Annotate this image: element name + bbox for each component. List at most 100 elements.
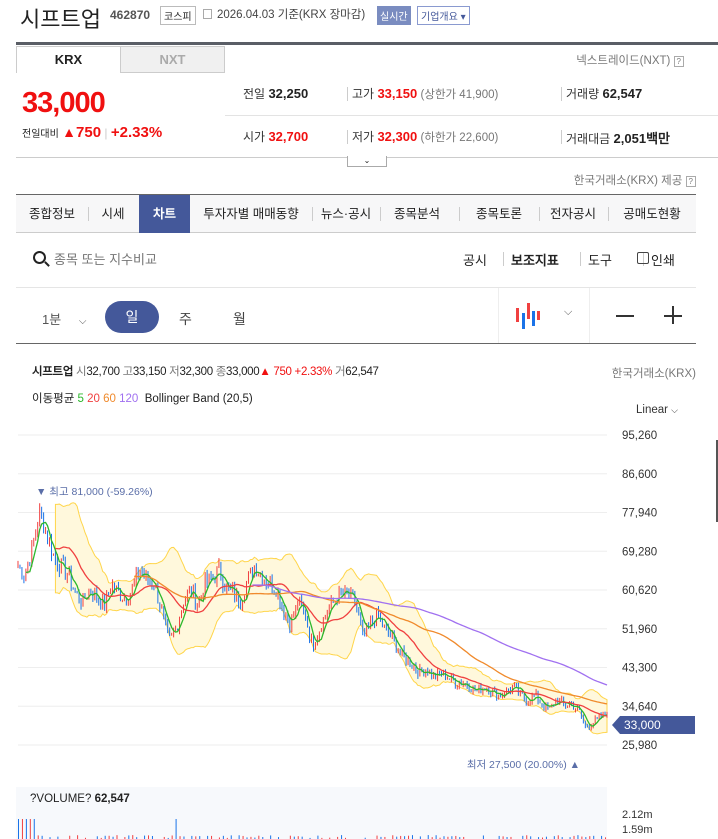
stat-label: 거래대금 xyxy=(566,132,611,146)
open-label: 시 xyxy=(76,366,87,378)
nav-separator xyxy=(380,207,381,221)
high-value: 33,150 xyxy=(132,366,167,378)
stat-divider xyxy=(561,130,562,144)
volume-bar xyxy=(144,835,146,839)
volume-bar xyxy=(289,835,291,839)
stat-divider xyxy=(561,87,562,101)
search-icon-handle xyxy=(44,261,50,267)
volume-bar xyxy=(250,836,252,839)
stat-2: 거래량 62,547 xyxy=(566,85,642,102)
nav-tab-0[interactable]: 종합정보 xyxy=(28,207,75,221)
nav-tab-4[interactable]: 뉴스·공시 xyxy=(320,207,372,221)
volume-bar xyxy=(384,836,386,839)
volume-bar xyxy=(148,835,150,839)
ma-60[interactable]: 60 xyxy=(103,393,116,405)
calendar-icon xyxy=(203,9,212,19)
tool-3[interactable]: 인쇄 xyxy=(651,253,675,268)
volume-bar xyxy=(573,835,575,839)
stock-name: 시프트업 xyxy=(20,7,101,32)
up-triangle-icon: ▲ xyxy=(62,124,77,140)
realtime-button[interactable]: 실시간 xyxy=(377,6,411,25)
period-week-button[interactable]: 주 xyxy=(179,311,192,327)
volume-bar xyxy=(364,837,366,839)
search-icon[interactable] xyxy=(33,251,46,264)
stat-label: 전일 xyxy=(243,87,266,101)
volume-bar xyxy=(585,837,587,839)
volume-bar xyxy=(33,819,35,839)
nav-tab-2[interactable]: 차트 xyxy=(139,195,190,233)
volume-bar xyxy=(222,835,224,839)
ma-label: 이동평균 xyxy=(32,393,75,405)
help-icon[interactable]: ? xyxy=(673,56,684,67)
volume-title: ?VOLUME? xyxy=(30,793,92,805)
nav-tab-6[interactable]: 종목토론 xyxy=(475,207,522,221)
candlestick-type-icon[interactable] xyxy=(516,303,540,329)
tab-nxt[interactable]: NXT xyxy=(120,46,225,73)
nxt-link[interactable]: 넥스트레이드(NXT) ? xyxy=(576,52,684,68)
stat-value: 32,250 xyxy=(268,86,309,101)
volume-bar xyxy=(151,835,153,839)
scrollbar[interactable] xyxy=(716,440,718,522)
volume-label: 거 xyxy=(334,366,346,378)
volume-bar xyxy=(341,835,343,839)
chevron-down-icon: ⌵ xyxy=(671,405,678,415)
ma-line-5 xyxy=(25,521,608,727)
nav-separator xyxy=(459,207,460,221)
tool-2[interactable]: 도구 xyxy=(588,253,612,268)
last-price-badge: 33,000 xyxy=(612,716,695,734)
help-icon[interactable]: ? xyxy=(685,176,696,187)
volume-bars xyxy=(18,819,607,839)
tool-1[interactable]: 보조지표 xyxy=(511,253,559,268)
stat-label: 저가 xyxy=(352,130,375,144)
company-info-dropdown[interactable]: 기업개요 ▾ xyxy=(417,6,470,25)
ma-5[interactable]: 5 xyxy=(77,393,84,405)
print-icon[interactable] xyxy=(637,252,649,264)
bollinger-label[interactable]: Bollinger Band (20,5) xyxy=(144,393,253,405)
stat-divider xyxy=(347,87,348,101)
nav-tab-7[interactable]: 전자공시 xyxy=(549,207,596,221)
period-month-button[interactable]: 월 xyxy=(233,311,246,327)
nav-tab-8[interactable]: 공매도현황 xyxy=(623,207,681,221)
open-value: 32,700 xyxy=(86,366,120,378)
chart-type-chevron-icon[interactable]: ⌵ xyxy=(564,306,573,318)
expand-button[interactable]: ⌄ xyxy=(347,156,387,167)
stat-label: 거래량 xyxy=(566,87,600,101)
stats-divider xyxy=(225,115,718,116)
stat-sub: (상한가 41,900) xyxy=(420,89,499,101)
volume-bar xyxy=(530,836,532,839)
volume-bar xyxy=(112,836,114,839)
tab-krx[interactable]: KRX xyxy=(16,46,121,73)
volume-bar xyxy=(569,837,571,839)
minute-dropdown[interactable]: 1분 ⌵ xyxy=(42,309,86,328)
volume-bar xyxy=(601,835,603,839)
volume-bar xyxy=(163,836,165,839)
ma-120[interactable]: 120 xyxy=(119,393,139,405)
low-label: 저 xyxy=(169,366,180,378)
close-value: 33,000 xyxy=(226,366,260,378)
tool-0[interactable]: 공시 xyxy=(463,253,487,268)
header-divider xyxy=(16,42,718,45)
ma-20[interactable]: 20 xyxy=(87,393,100,405)
change-value: ▲ 750 xyxy=(259,366,292,378)
high-marker-label: ▼ 최고 81,000 (-59.26%) xyxy=(36,486,153,498)
nav-tab-5[interactable]: 종목분석 xyxy=(393,207,440,221)
stat-4: 저가 32,300 (하한가 22,600) xyxy=(352,128,498,145)
volume-bar xyxy=(593,835,595,839)
stat-sub: (하한가 22,600) xyxy=(420,132,499,144)
date-text: 2026.04.03 기준(KRX 장마감) xyxy=(217,9,366,21)
price-chart[interactable]: 95,260 86,600 77,940 69,280 60,620 51,960 43,3… xyxy=(0,420,718,785)
nav-tab-3[interactable]: 투자자별 매매동향 xyxy=(203,207,299,221)
zoom-out-button[interactable] xyxy=(616,315,634,317)
tool-divider xyxy=(503,252,504,266)
period-day-button[interactable]: 일 xyxy=(105,301,159,333)
zoom-in-vertical xyxy=(672,306,674,324)
y-tick-label: 60,620 xyxy=(622,585,657,597)
volume-panel xyxy=(16,787,607,839)
volume-bar xyxy=(297,836,299,839)
compare-search-input[interactable] xyxy=(54,249,304,269)
volume-bar xyxy=(254,837,256,839)
nav-tab-1[interactable]: 시세 xyxy=(101,207,125,221)
scale-dropdown[interactable]: Linear ⌵ xyxy=(636,404,678,416)
stat-0: 전일 32,250 xyxy=(243,85,308,102)
nav-separator xyxy=(608,207,609,221)
